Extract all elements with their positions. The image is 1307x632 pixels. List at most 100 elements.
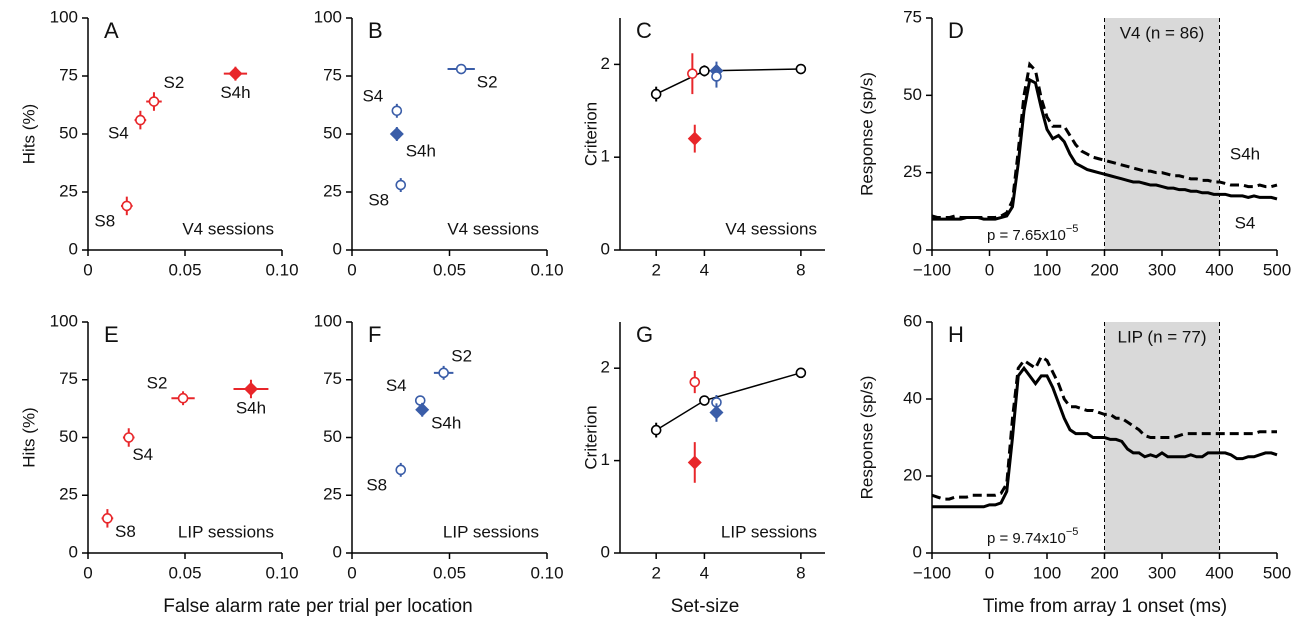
y-tick-label: 75 — [323, 369, 342, 388]
point-label: S2 — [147, 374, 168, 393]
panel-letter: H — [948, 322, 964, 347]
y-axis-label: Response (sp/s) — [857, 72, 876, 196]
x-tick-label: 100 — [1033, 563, 1061, 582]
panel-letter: F — [368, 322, 381, 347]
point-circle — [391, 105, 403, 117]
x-tick-label: 200 — [1090, 563, 1118, 582]
p-value-text: p = 7.65x10 — [987, 227, 1066, 244]
y-tick-label: 25 — [323, 485, 342, 504]
point-circle — [699, 395, 710, 406]
point-label: S4h — [220, 83, 250, 102]
annotation: LIP sessions — [721, 522, 817, 541]
y-tick-label: 100 — [314, 7, 342, 26]
y-tick-label: 25 — [323, 181, 342, 200]
point-circle — [395, 179, 407, 191]
p-value: p = 7.65x10−5 — [987, 223, 1078, 244]
y-tick-label: 25 — [59, 485, 78, 504]
x-tick-label: 0 — [83, 563, 92, 582]
point-circle — [395, 464, 407, 476]
x-tick-label: 0.05 — [168, 260, 201, 279]
y-tick-label: 75 — [59, 369, 78, 388]
point-label: S4h — [406, 141, 436, 160]
x-tick-label: 0.05 — [433, 260, 466, 279]
x-tick-label: 0.10 — [530, 260, 563, 279]
y-tick-label: 100 — [50, 311, 78, 330]
y-tick-label: 75 — [903, 7, 922, 26]
annotation: LIP sessions — [178, 522, 274, 541]
response-line — [932, 365, 1278, 509]
y-tick-label: 75 — [59, 65, 78, 84]
y-tick-label: 40 — [903, 388, 922, 407]
y-axis-label: Hits (%) — [19, 407, 38, 467]
x-tick-label: 0.10 — [265, 563, 298, 582]
y-tick-label: 100 — [314, 311, 342, 330]
y-tick-label: 1 — [601, 147, 610, 166]
panel-letter: E — [104, 322, 119, 347]
y-tick-label: 2 — [601, 54, 610, 73]
y-tick-label: 25 — [59, 181, 78, 200]
point-diamond — [687, 455, 702, 470]
point-label: S8 — [366, 475, 387, 494]
y-tick-label: 60 — [903, 311, 922, 330]
y-tick-label: 75 — [323, 65, 342, 84]
annotation: V4 sessions — [182, 219, 274, 238]
p-value-text: p = 9.74x10 — [987, 530, 1066, 547]
series-label: S4 — [1235, 213, 1256, 232]
x-tick-label: 400 — [1205, 260, 1233, 279]
y-tick-label: 0 — [69, 542, 78, 561]
x-tick-label: 500 — [1263, 563, 1291, 582]
y-tick-label: 0 — [601, 239, 610, 258]
x-tick-label: 8 — [796, 563, 805, 582]
y-tick-label: 0 — [601, 542, 610, 561]
x-tick-label: 8 — [796, 260, 805, 279]
y-tick-label: 100 — [50, 7, 78, 26]
x-axis-label: Time from array 1 onset (ms) — [983, 596, 1227, 617]
x-tick-label: 0 — [985, 260, 994, 279]
x-tick-label: 0.10 — [265, 260, 298, 279]
annotation: V4 sessions — [447, 219, 539, 238]
point-label: S4 — [108, 124, 129, 143]
y-axis-label: Criterion — [581, 102, 600, 166]
x-tick-label: 400 — [1205, 563, 1233, 582]
point-diamond — [709, 405, 724, 420]
shaded-window — [1104, 18, 1220, 250]
y-tick-label: 0 — [913, 239, 922, 258]
y-axis-label: Hits (%) — [19, 104, 38, 164]
response-line — [931, 354, 1277, 501]
point-circle — [699, 65, 710, 77]
point-label: S8 — [368, 191, 389, 210]
y-tick-label: 50 — [903, 85, 922, 104]
point-label: S4 — [386, 376, 407, 395]
point-circle — [148, 96, 160, 107]
x-tick-label: 0.05 — [168, 563, 201, 582]
y-tick-label: 2 — [601, 358, 610, 377]
y-tick-label: 0 — [69, 239, 78, 258]
point-label: S4h — [236, 398, 266, 417]
x-tick-label: −100 — [913, 260, 951, 279]
y-tick-label: 0 — [333, 542, 342, 561]
point-circle — [687, 68, 698, 79]
x-tick-label: 500 — [1263, 260, 1291, 279]
x-tick-label: 100 — [1033, 260, 1061, 279]
x-tick-label: 0 — [347, 260, 356, 279]
connecting-line — [655, 372, 802, 431]
y-tick-label: 50 — [323, 123, 342, 142]
annotation: V4 sessions — [725, 219, 817, 238]
x-tick-label: 4 — [700, 260, 709, 279]
shade-label: V4 (n = 86) — [1120, 23, 1205, 42]
point-circle — [102, 513, 113, 524]
x-axis-label: Set-size — [671, 596, 740, 617]
x-tick-label: 0.05 — [433, 563, 466, 582]
y-tick-label: 50 — [59, 427, 78, 446]
panel-letter: C — [636, 18, 652, 43]
point-circle — [438, 367, 449, 379]
y-tick-label: 1 — [601, 450, 610, 469]
y-tick-label: 20 — [903, 465, 922, 484]
point-circle — [177, 392, 189, 404]
x-tick-label: 200 — [1090, 260, 1118, 279]
point-diamond — [389, 127, 404, 141]
point-circle — [121, 200, 133, 212]
point-circle — [455, 63, 467, 75]
point-circle — [795, 367, 807, 379]
